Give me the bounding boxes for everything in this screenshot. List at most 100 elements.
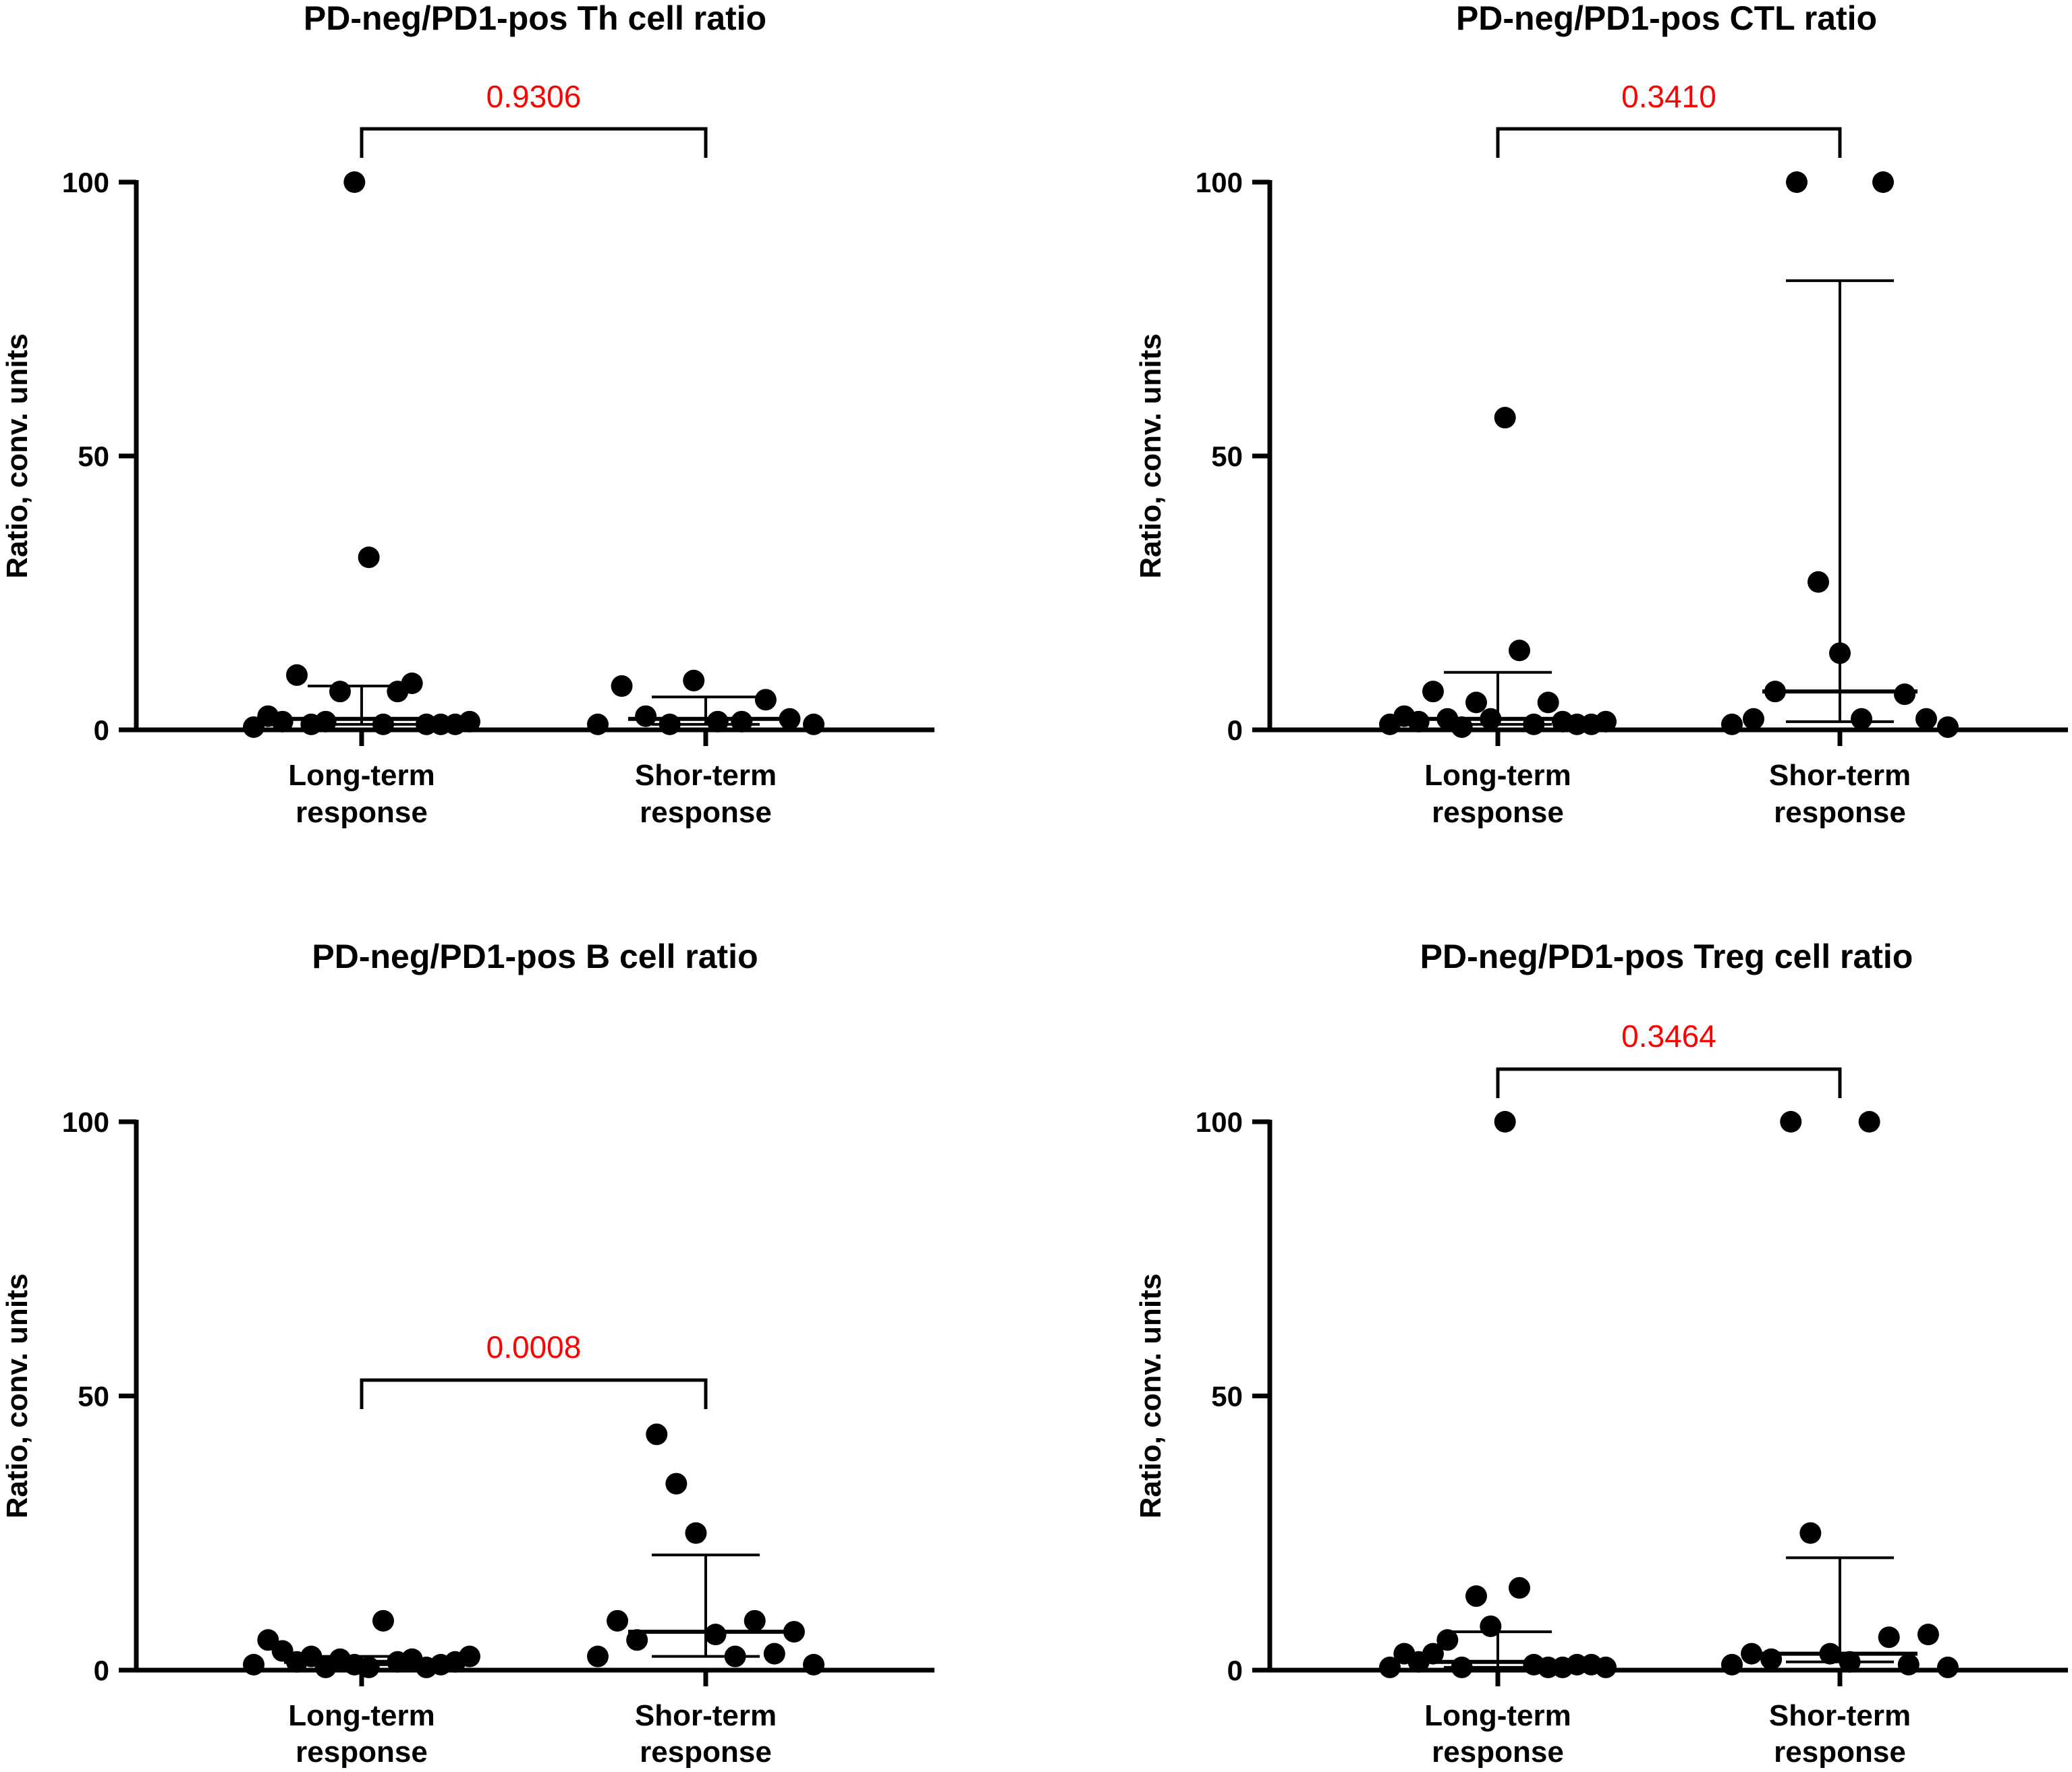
series-2 (1721, 171, 1959, 738)
data-point (1494, 1111, 1516, 1133)
data-point (1780, 1111, 1802, 1133)
panel-title: PD-neg/PD1-pos Treg cell ratio (1420, 938, 1913, 975)
series-1 (1379, 1111, 1617, 1678)
series-2 (587, 1423, 824, 1676)
data-point (665, 1473, 688, 1495)
data-point (731, 710, 753, 733)
data-point (783, 1621, 805, 1643)
data-point (1465, 1585, 1487, 1607)
panel-title: PD-neg/PD1-pos Th cell ratio (304, 0, 766, 37)
data-point (607, 1609, 629, 1632)
data-point (358, 546, 380, 569)
data-point (401, 672, 423, 694)
x-tick-label: Shor-term (1769, 1699, 1911, 1732)
x-tick-label: response (1774, 796, 1906, 829)
x-tick-label: response (640, 1736, 772, 1769)
data-point (635, 705, 657, 727)
y-tick-label: 50 (1211, 1381, 1243, 1412)
significance-bracket (360, 127, 708, 158)
data-point (1509, 639, 1530, 662)
data-point (1937, 716, 1959, 738)
data-point (1595, 1656, 1617, 1678)
y-axis-label: Ratio, conv. units (1, 1274, 34, 1518)
data-point (763, 1642, 785, 1665)
y-tick-label: 50 (78, 440, 109, 472)
y-axis-label: Ratio, conv. units (1134, 1274, 1167, 1518)
data-point (683, 669, 705, 691)
y-tick-label: 0 (94, 714, 109, 746)
p-value-label: 0.9306 (486, 79, 582, 114)
y-tick-label: 50 (1211, 440, 1243, 472)
p-value-label: 0.3410 (1621, 79, 1716, 114)
significance-bracket (1496, 127, 1842, 158)
data-point (1379, 1656, 1401, 1678)
data-point (1422, 681, 1444, 703)
significance-bracket (1496, 1067, 1842, 1098)
data-point (754, 689, 777, 711)
data-point (803, 1653, 824, 1676)
data-point (1851, 708, 1872, 730)
data-point (243, 1653, 264, 1676)
y-tick-label: 50 (78, 1381, 109, 1412)
data-point (611, 675, 633, 697)
y-axis-label: Ratio, conv. units (1, 333, 34, 578)
data-point (1858, 1111, 1880, 1133)
data-point (314, 710, 337, 733)
data-point (1894, 683, 1915, 706)
data-point (1915, 708, 1937, 730)
x-tick-label: response (296, 1736, 428, 1769)
x-tick-label: Shor-term (635, 1699, 777, 1732)
data-point (1743, 708, 1764, 730)
data-point (1494, 407, 1516, 429)
data-point (1897, 1653, 1920, 1676)
significance-bracket (360, 1378, 708, 1409)
data-point (1595, 710, 1617, 733)
data-point (459, 710, 480, 733)
data-point (372, 1609, 394, 1632)
x-tick-label: response (296, 796, 428, 829)
data-point (271, 710, 293, 733)
p-value-label: 0.0008 (486, 1330, 582, 1365)
data-point (1799, 1522, 1822, 1544)
x-tick-label: Shor-term (1769, 759, 1911, 792)
data-point (646, 1423, 668, 1446)
y-tick-label: 100 (1196, 167, 1243, 198)
series-1 (1379, 407, 1617, 738)
panel-2: PD-neg/PD1-pos CTL ratio Ratio, conv. uni… (1134, 0, 2068, 829)
series-2 (587, 669, 824, 735)
data-point (1878, 1626, 1900, 1649)
data-point (1537, 691, 1559, 714)
data-point (1422, 1642, 1444, 1665)
x-tick-label: response (640, 796, 772, 829)
data-point (329, 681, 351, 703)
x-tick-label: response (1774, 1736, 1906, 1769)
x-tick-label: Long-term (1424, 1699, 1571, 1732)
data-point (1407, 710, 1430, 733)
y-tick-label: 0 (1227, 1655, 1243, 1686)
data-point (1741, 1642, 1763, 1665)
data-point (587, 1645, 609, 1667)
data-point (1436, 1629, 1459, 1651)
data-point (1808, 571, 1829, 593)
series-1 (243, 1609, 480, 1678)
y-tick-label: 0 (1227, 714, 1243, 746)
x-tick-label: Shor-term (635, 759, 777, 792)
data-point (1451, 716, 1473, 738)
panel-3: PD-neg/PD1-pos B cell ratio Ratio, conv. … (1, 938, 934, 1769)
panel-title: PD-neg/PD1-pos CTL ratio (1456, 0, 1877, 37)
y-axis-label: Ratio, conv. units (1134, 333, 1167, 578)
data-point (626, 1629, 648, 1651)
data-point (779, 708, 801, 730)
data-point (459, 1645, 480, 1667)
series-1 (243, 171, 480, 738)
data-point (1509, 1577, 1530, 1599)
x-tick-label: response (1432, 796, 1564, 829)
data-point (1760, 1648, 1783, 1670)
x-tick-label: Long-term (1424, 759, 1571, 792)
y-tick-label: 100 (1196, 1106, 1243, 1138)
data-point (286, 664, 308, 686)
x-tick-label: response (1432, 1736, 1564, 1769)
data-point (1721, 1653, 1743, 1676)
data-point (1465, 691, 1487, 714)
